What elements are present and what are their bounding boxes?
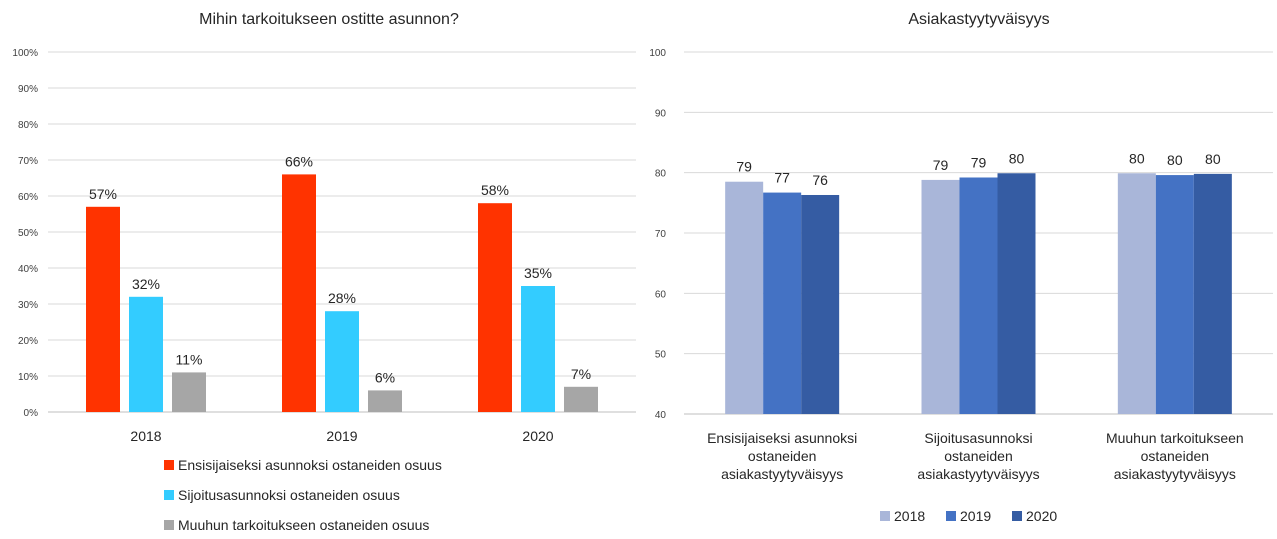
purpose-chart: Mihin tarkoitukseen ostitte asunnon? 0% 10… xyxy=(12,11,636,533)
y-tick-label: 80 xyxy=(655,169,667,180)
data-label: 11% xyxy=(176,351,203,367)
y-tick-label: 70% xyxy=(18,156,38,167)
x-tick-label: asiakastyytyväisyys xyxy=(1114,466,1236,482)
legend-swatch xyxy=(1012,511,1022,521)
bar xyxy=(564,386,598,412)
x-tick-label: 2019 xyxy=(326,428,357,444)
x-tick-label: ostaneiden xyxy=(748,448,817,464)
chart-title: Mihin tarkoitukseen ostitte asunnon? xyxy=(199,11,459,28)
legend-swatch xyxy=(164,460,174,470)
legend-swatch xyxy=(880,511,890,521)
bar xyxy=(129,296,163,412)
data-label: 57% xyxy=(89,186,117,202)
y-tick-label: 70 xyxy=(655,229,667,240)
legend-swatch xyxy=(946,511,956,521)
bar xyxy=(1193,173,1232,414)
data-label: 77 xyxy=(774,170,790,186)
y-tick-label: 50 xyxy=(655,350,667,361)
y-tick-label: 90% xyxy=(18,84,38,95)
y-tick-label: 50% xyxy=(18,228,38,239)
bar xyxy=(1117,173,1156,414)
y-tick-label: 100% xyxy=(12,48,38,59)
data-label: 66% xyxy=(285,153,313,169)
y-tick-label: 40 xyxy=(655,410,667,421)
legend-label: 2020 xyxy=(1026,508,1057,524)
chart-title: Asiakastyytyväisyys xyxy=(908,11,1049,28)
data-label: 80 xyxy=(1167,152,1183,168)
legend-label: Ensisijaiseksi asunnoksi ostaneiden osuu… xyxy=(178,457,442,473)
legend-label: 2019 xyxy=(960,508,991,524)
data-label: 35% xyxy=(524,265,552,281)
x-tick-label: 2020 xyxy=(522,428,553,444)
data-label: 58% xyxy=(481,182,509,198)
y-tick-label: 80% xyxy=(18,120,38,131)
data-label: 80 xyxy=(1129,150,1145,166)
legend-swatch xyxy=(164,490,174,500)
bar xyxy=(521,286,555,412)
bar xyxy=(997,173,1036,414)
x-tick-label: 2018 xyxy=(130,428,161,444)
y-tick-label: 30% xyxy=(18,300,38,311)
y-tick-label: 90 xyxy=(655,108,667,119)
legend-label: 2018 xyxy=(894,508,925,524)
data-label: 76 xyxy=(812,172,828,188)
bar xyxy=(478,203,512,412)
data-label: 32% xyxy=(132,276,160,292)
x-tick-label: Ensisijaiseksi asunnoksi xyxy=(707,430,857,446)
data-label: 79 xyxy=(736,159,752,175)
y-tick-label: 20% xyxy=(18,336,38,347)
bar xyxy=(959,177,998,414)
x-tick-label: Sijoitusasunnoksi xyxy=(924,430,1032,446)
bar xyxy=(282,174,316,412)
data-label: 79 xyxy=(933,157,949,173)
y-tick-label: 60 xyxy=(655,289,667,300)
data-label: 79 xyxy=(971,154,987,170)
legend-label: Sijoitusasunnoksi ostaneiden osuus xyxy=(178,487,400,503)
x-tick-label: ostaneiden xyxy=(944,448,1013,464)
bar xyxy=(172,372,206,412)
legend-swatch xyxy=(164,520,174,530)
x-tick-label: asiakastyytyväisyys xyxy=(721,466,843,482)
data-label: 6% xyxy=(375,369,395,385)
bar xyxy=(1155,175,1194,414)
bar xyxy=(763,192,802,414)
y-tick-label: 100 xyxy=(649,48,666,59)
bar xyxy=(725,181,764,414)
legend-label: Muuhun tarkoitukseen ostaneiden osuus xyxy=(178,517,429,533)
y-tick-label: 10% xyxy=(18,372,38,383)
bar xyxy=(801,194,840,414)
bar xyxy=(368,390,402,412)
x-tick-label: asiakastyytyväisyys xyxy=(917,466,1039,482)
data-label: 7% xyxy=(571,366,591,382)
data-label: 80 xyxy=(1009,150,1025,166)
bar xyxy=(86,206,120,412)
data-label: 28% xyxy=(328,290,356,306)
x-tick-label: ostaneiden xyxy=(1141,448,1210,464)
y-tick-label: 0% xyxy=(24,408,39,419)
bar xyxy=(921,179,960,414)
y-tick-label: 60% xyxy=(18,192,38,203)
y-tick-label: 40% xyxy=(18,264,38,275)
data-label: 80 xyxy=(1205,151,1221,167)
x-tick-label: Muuhun tarkoitukseen xyxy=(1106,430,1244,446)
bar xyxy=(325,311,359,412)
